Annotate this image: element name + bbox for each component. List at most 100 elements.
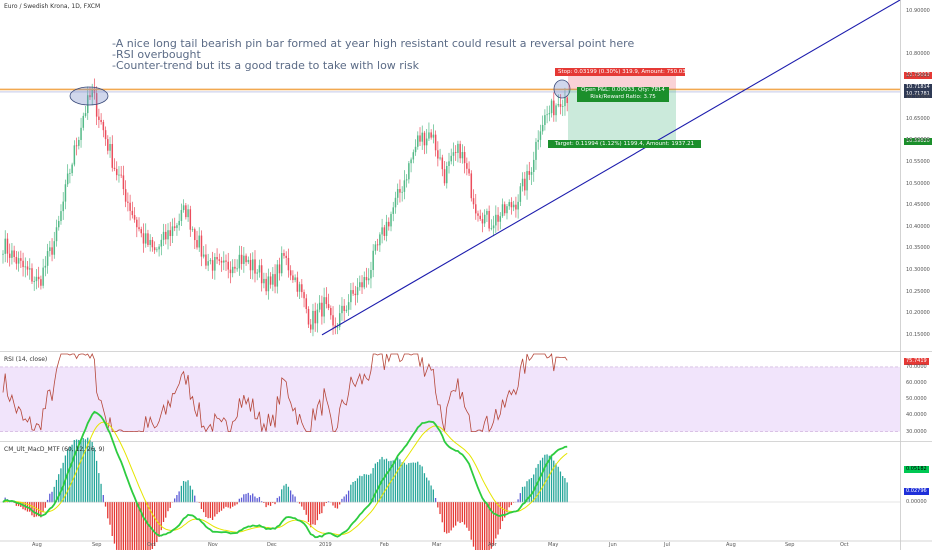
macd-histogram	[2, 437, 568, 550]
candle-body	[252, 259, 254, 271]
candle-body	[330, 308, 332, 316]
candle-body	[124, 189, 127, 202]
candle-body	[312, 310, 314, 330]
candle-body	[189, 209, 192, 230]
candle-body	[98, 116, 100, 120]
candle-body	[281, 253, 283, 274]
candle-body	[82, 115, 85, 128]
macd-bar	[361, 476, 363, 503]
candle-body	[450, 155, 452, 162]
candle-body	[352, 290, 354, 294]
macd-bar	[31, 502, 33, 516]
candle-body	[260, 265, 263, 284]
candle-body	[457, 143, 459, 153]
candle-body	[517, 201, 519, 210]
candle-body	[118, 174, 120, 176]
candle-body	[211, 260, 214, 271]
candle-body	[508, 202, 510, 207]
candle-body	[316, 309, 319, 324]
candle-body	[437, 150, 439, 159]
macd-bar	[200, 502, 203, 509]
macd-bar	[29, 502, 31, 512]
candle-body	[178, 220, 180, 226]
x-tick-label: Aug	[32, 542, 42, 548]
candle-body	[548, 113, 551, 115]
candle-body	[343, 305, 345, 311]
candle-body	[303, 292, 305, 299]
rsi-label: RSI (14, close)	[4, 356, 48, 363]
macd-bar	[256, 498, 258, 503]
macd-bar	[116, 502, 118, 550]
candle-body	[481, 219, 484, 224]
macd-bar	[136, 502, 138, 550]
macd-bar	[140, 502, 142, 550]
macd-bar	[343, 496, 345, 503]
macd-bar	[566, 482, 568, 503]
macd-bar	[211, 502, 214, 520]
macd-bar	[368, 474, 370, 503]
candle-body	[410, 159, 412, 164]
macd-bar	[73, 440, 75, 503]
candle-body	[227, 261, 229, 270]
candle-body	[399, 189, 401, 193]
candle-body	[276, 264, 279, 287]
macd-bar	[142, 502, 145, 550]
candle-body	[441, 157, 444, 170]
macd-bar	[102, 495, 104, 503]
rsi-value-tag: 75.7419	[904, 358, 929, 365]
macd-bar	[475, 502, 477, 550]
stop-label: Stop: 0.03199 (0.30%) 319.9, Amount: 750…	[555, 68, 686, 76]
candle-body	[115, 168, 118, 176]
macd-bar	[227, 502, 229, 508]
candle-body	[147, 233, 149, 245]
candle-body	[138, 227, 140, 230]
macd-bar	[236, 502, 238, 505]
macd-bar	[439, 502, 441, 515]
macd-bar	[417, 461, 419, 503]
candle-body	[234, 266, 236, 269]
candle-body	[238, 254, 241, 269]
macd-bar	[468, 502, 470, 531]
candle-body	[91, 88, 93, 98]
y-tick-label: 10.15000	[906, 331, 930, 338]
candle-body	[58, 221, 60, 228]
macd-bar	[100, 483, 102, 503]
candle-body	[309, 324, 312, 330]
candle-body	[446, 165, 448, 184]
candle-body	[321, 302, 323, 317]
candle-body	[546, 114, 548, 116]
candle-body	[269, 276, 272, 285]
macd-bar	[113, 502, 116, 544]
macd-bar	[185, 481, 187, 503]
candle-body	[532, 159, 535, 172]
candle-body	[218, 259, 221, 261]
macd-bar	[176, 495, 178, 503]
macd-bar	[189, 485, 191, 503]
candle-body	[381, 227, 383, 235]
candle-body	[102, 121, 105, 131]
macd-bar	[62, 462, 64, 503]
macd-bar	[138, 502, 140, 550]
macd-bar	[55, 479, 58, 503]
candle-body	[359, 282, 361, 288]
candle-body	[372, 250, 374, 271]
macd-bar	[298, 502, 301, 504]
candle-body	[256, 272, 258, 274]
candle-body	[539, 131, 542, 140]
open-pl-line: Open P&L: 0.00033, Qty: 7814	[581, 87, 665, 93]
macd-bar	[539, 460, 542, 503]
macd-bar	[307, 502, 310, 522]
candle-body	[486, 210, 488, 215]
candle-body	[425, 138, 428, 146]
macd-bar	[147, 502, 149, 550]
candle-body	[287, 257, 290, 271]
candle-body	[122, 175, 125, 190]
macd-bar	[162, 502, 165, 522]
annotation-line: -Counter-trend but its a good trade to t…	[112, 59, 419, 72]
macd-bar	[107, 502, 109, 519]
candle-body	[205, 254, 207, 266]
price-tag: 10.59820	[904, 137, 932, 145]
candle-body	[207, 261, 209, 266]
macd-bar	[53, 486, 55, 503]
